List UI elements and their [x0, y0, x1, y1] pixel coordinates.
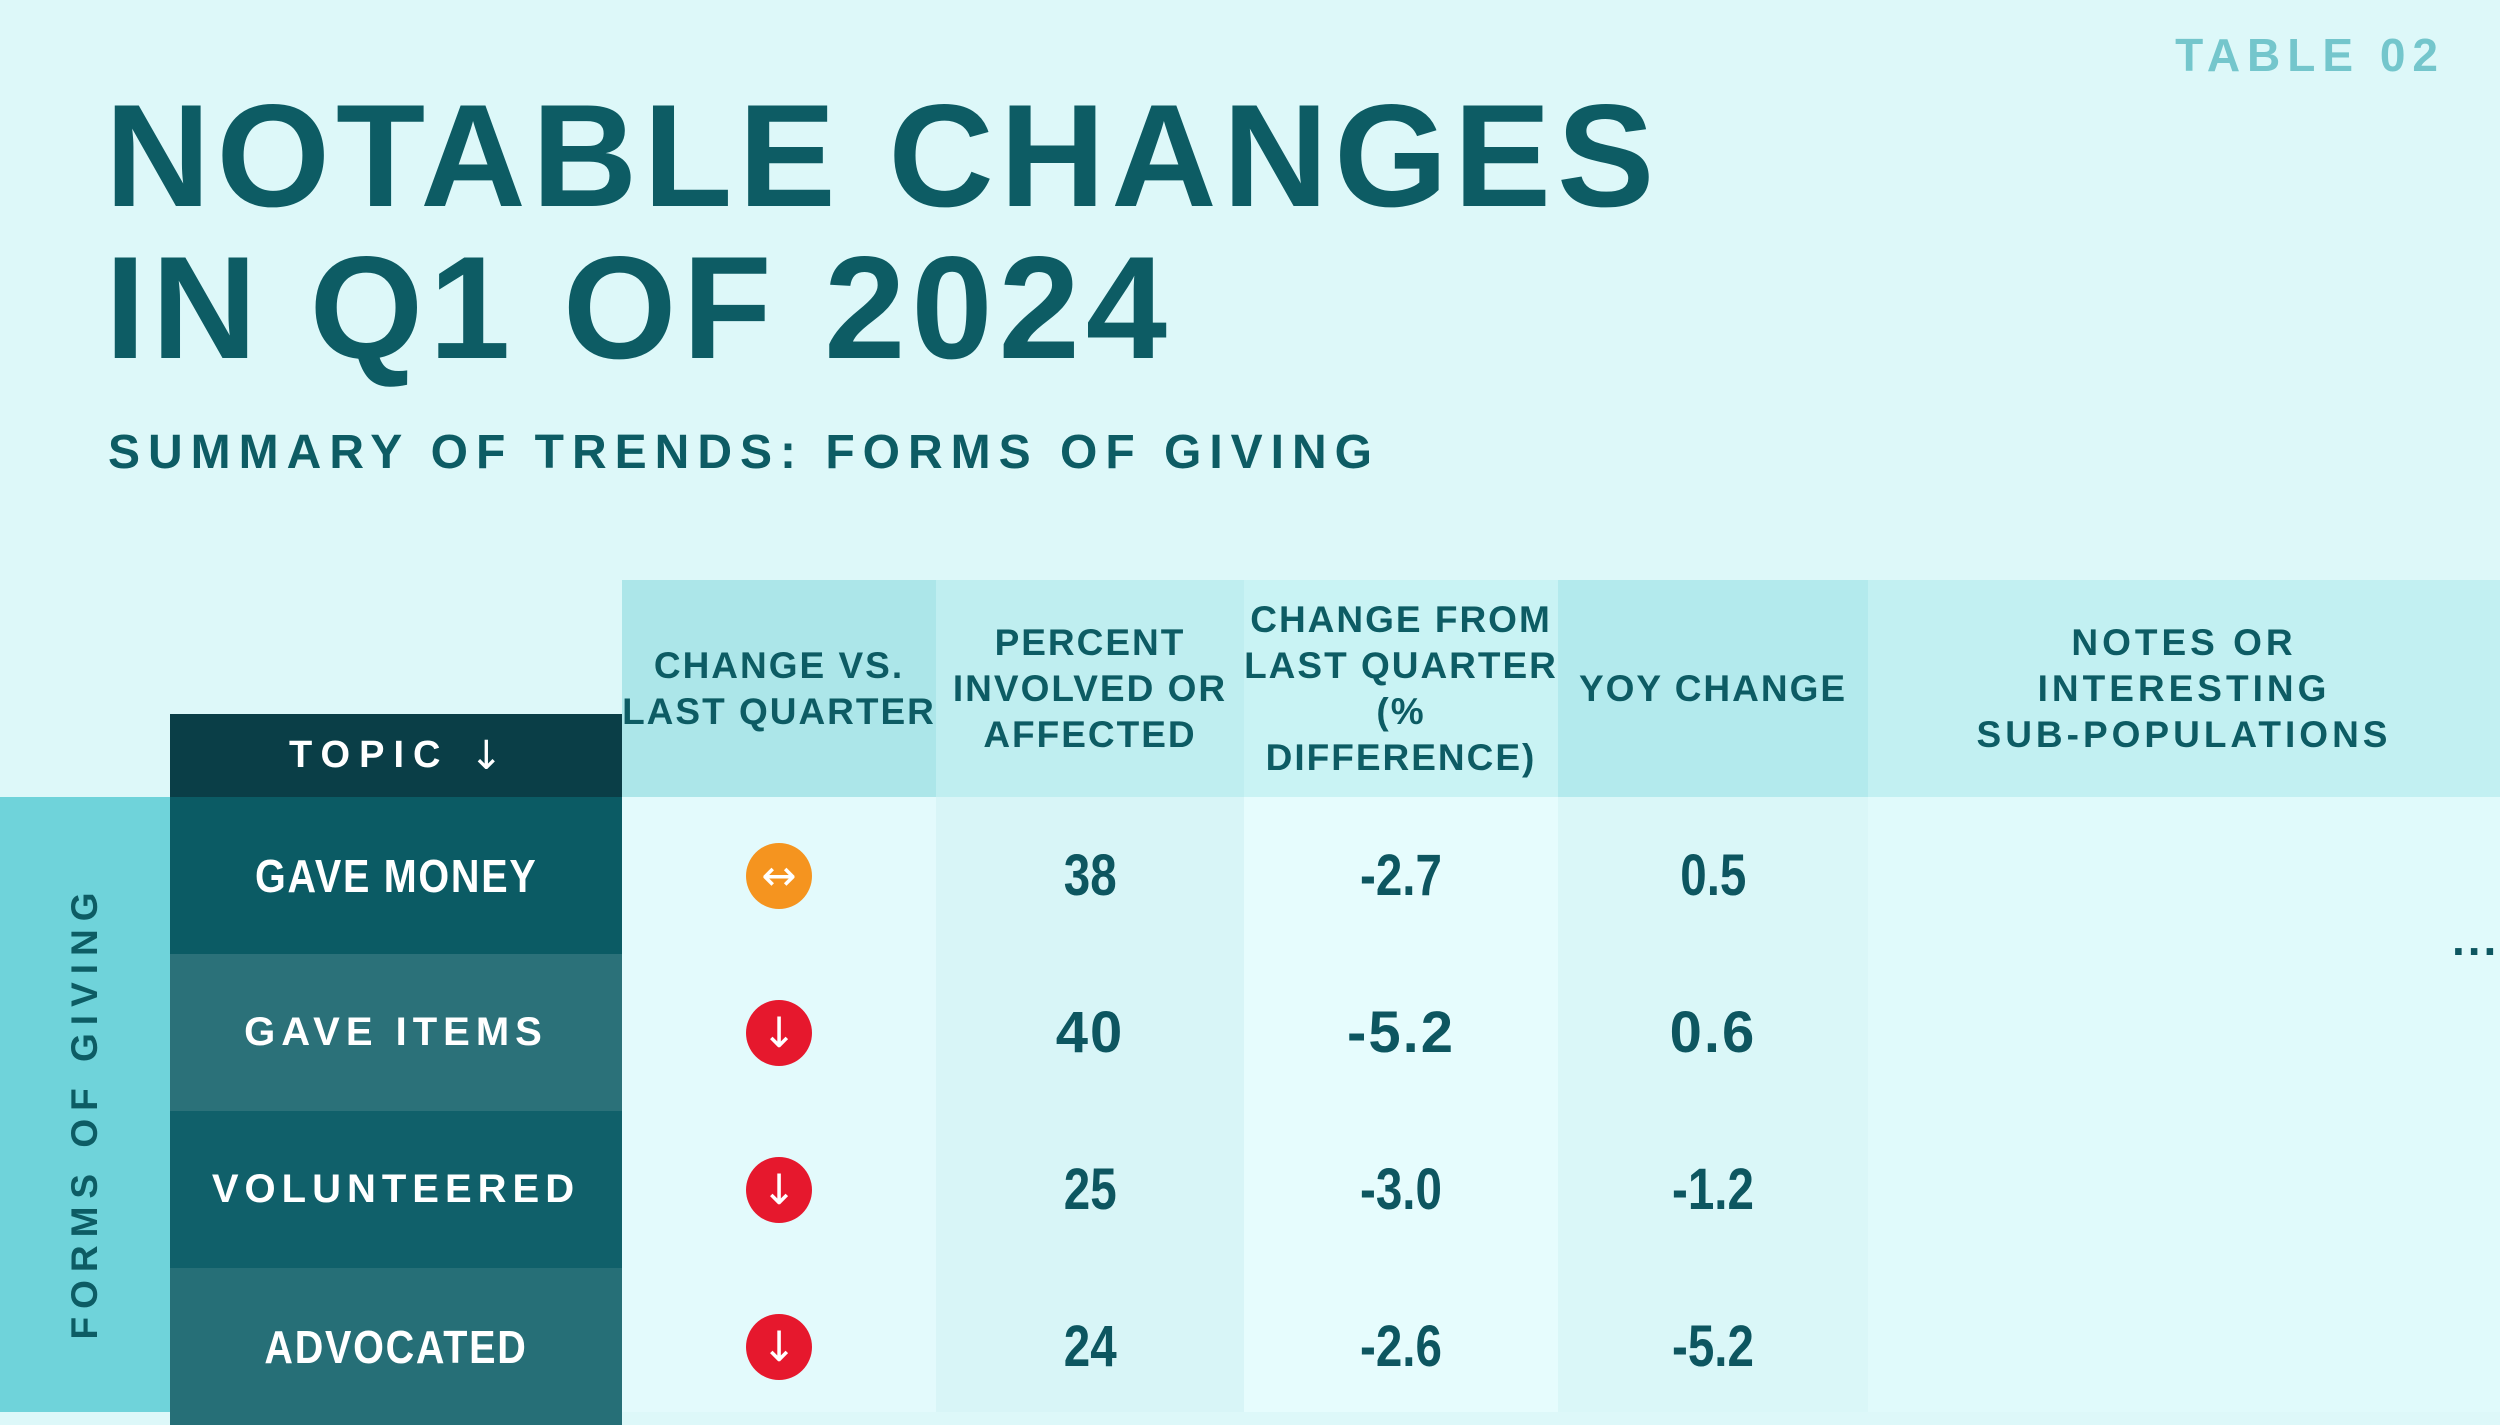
cell-yoy-change: -5.2 [1558, 1268, 1868, 1425]
cell-percent: 38 [935, 797, 1245, 954]
column-header-change-vs-last-quarter: CHANGE VS. LAST QUARTER [622, 580, 936, 797]
cell-percent: 25 [935, 1111, 1245, 1268]
cell-yoy-change: -1.2 [1558, 1111, 1868, 1268]
arrow-glyph: ↔ [761, 851, 797, 900]
cell-value: 40 [1055, 1000, 1125, 1065]
cell-change-from-last-quarter: -5.2 [1246, 954, 1556, 1111]
arrow-glyph: ↓ [761, 1322, 797, 1371]
cell-value: 24 [1063, 1314, 1117, 1379]
cell-value: -1.2 [1672, 1157, 1754, 1222]
cell-value: -5.2 [1347, 1000, 1455, 1065]
row-group-strip [0, 797, 170, 1412]
cell-value: 0.6 [1669, 1000, 1757, 1065]
cell-change-from-last-quarter: -2.6 [1246, 1268, 1556, 1425]
sort-descending-icon: ↓ [469, 732, 503, 779]
cell-yoy-change: 0.6 [1558, 954, 1868, 1111]
down-arrow-icon: ↓ [746, 1000, 812, 1066]
page-title: NOTABLE CHANGES IN Q1 OF 2024 [105, 74, 1661, 389]
table-header-row: CHANGE VS. LAST QUARTER PERCENT INVOLVED… [622, 580, 2500, 797]
overflow-ellipsis: ... [2452, 913, 2500, 965]
row-topic: GAVE ITEMS [244, 1010, 548, 1054]
column-header-percent-involved: PERCENT INVOLVED OR AFFECTED [936, 580, 1244, 797]
column-stripe-percent [936, 797, 1244, 1412]
cell-percent: 24 [935, 1268, 1245, 1425]
row-topic: ADVOCATED [264, 1320, 528, 1373]
table-row-label-gave-items: GAVE ITEMS [170, 954, 622, 1111]
cell-value: -5.2 [1672, 1314, 1754, 1379]
table-row-label-advocated: ADVOCATED [170, 1268, 622, 1425]
table-row-label-volunteered: VOLUNTEERED [170, 1111, 622, 1268]
cell-yoy-change: 0.5 [1558, 797, 1868, 954]
column-header-notes: NOTES OR INTERESTING SUB-POPULATIONS [1868, 580, 2500, 797]
cell-value: -3.0 [1360, 1157, 1442, 1222]
cell-value: 38 [1063, 843, 1117, 908]
topic-header-label: TOPIC [289, 734, 450, 776]
steady-arrow-icon: ↔ [746, 843, 812, 909]
page-subtitle: SUMMARY OF TRENDS: FORMS OF GIVING [108, 426, 1381, 479]
cell-value: -2.7 [1360, 843, 1442, 908]
row-topic: VOLUNTEERED [211, 1167, 581, 1211]
row-group-label: FORMS OF GIVING [64, 884, 105, 1340]
column-stripe-yoy [1558, 797, 1868, 1412]
column-header-yoy-change: YOY CHANGE [1558, 580, 1868, 797]
column-header-topic[interactable]: TOPIC ↓ [170, 714, 622, 797]
cell-change-from-last-quarter: -3.0 [1246, 1111, 1556, 1268]
cell-change-from-last-quarter: -2.7 [1246, 797, 1556, 954]
table-row-label-gave-money: GAVE MONEY [170, 797, 622, 954]
down-arrow-icon: ↓ [746, 1157, 812, 1223]
row-topic: GAVE MONEY [254, 849, 538, 902]
column-header-change-from-last-quarter: CHANGE FROM LAST QUARTER (% DIFFERENCE) [1244, 580, 1558, 797]
cell-value: 0.5 [1679, 843, 1747, 908]
arrow-glyph: ↓ [761, 1165, 797, 1214]
column-stripe-change-from [1244, 797, 1558, 1412]
cell-percent: 40 [935, 954, 1245, 1111]
cell-value: 25 [1063, 1157, 1117, 1222]
down-arrow-icon: ↓ [746, 1314, 812, 1380]
arrow-glyph: ↓ [761, 1008, 797, 1057]
column-stripe-notes [1868, 797, 2500, 1412]
table-number-label: TABLE 02 [2175, 29, 2445, 81]
cell-value: -2.6 [1360, 1314, 1442, 1379]
